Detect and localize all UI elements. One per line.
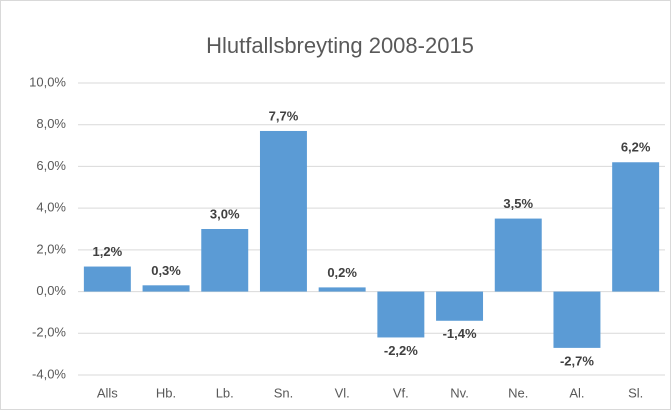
- x-tick-label: Vl.: [335, 385, 350, 400]
- bar: [259, 130, 307, 292]
- x-tick-label: Ne.: [508, 385, 528, 400]
- value-label: -1,4%: [443, 326, 477, 341]
- value-label: 7,7%: [269, 108, 299, 123]
- y-tick-label: 6,0%: [36, 158, 66, 173]
- y-tick-label: 8,0%: [36, 116, 66, 131]
- y-tick-label: 2,0%: [36, 241, 66, 256]
- bar: [201, 229, 249, 292]
- bar: [436, 291, 484, 321]
- bar: [377, 291, 425, 338]
- y-tick-label: 10,0%: [29, 74, 66, 89]
- bar: [553, 291, 601, 348]
- value-label: 3,0%: [210, 206, 240, 221]
- bar: [612, 162, 660, 292]
- value-label: -2,7%: [560, 353, 594, 368]
- value-label: -2,2%: [384, 343, 418, 358]
- x-tick-label: Al.: [569, 385, 584, 400]
- value-label: 1,2%: [93, 244, 123, 259]
- value-label: 6,2%: [621, 140, 651, 155]
- x-tick-label: Vf.: [393, 385, 409, 400]
- x-tick-label: Alls: [97, 385, 118, 400]
- bar: [318, 287, 366, 292]
- bar: [83, 266, 131, 292]
- bar: [494, 218, 542, 292]
- y-tick-label: -2,0%: [32, 325, 66, 340]
- y-tick-label: 4,0%: [36, 200, 66, 215]
- x-tick-label: Nv.: [450, 385, 469, 400]
- x-tick-label: Hb.: [156, 385, 176, 400]
- value-label: 3,5%: [503, 196, 533, 211]
- x-tick-label: Sl.: [628, 385, 643, 400]
- value-label: 0,3%: [151, 263, 181, 278]
- value-label: 0,2%: [327, 265, 357, 280]
- y-tick-label: -4,0%: [32, 366, 66, 381]
- y-tick-label: 0,0%: [36, 283, 66, 298]
- x-tick-label: Lb.: [216, 385, 234, 400]
- chart-title: Hlutfallsbreyting 2008-2015: [206, 33, 474, 58]
- x-tick-label: Sn.: [274, 385, 294, 400]
- bar: [142, 285, 190, 292]
